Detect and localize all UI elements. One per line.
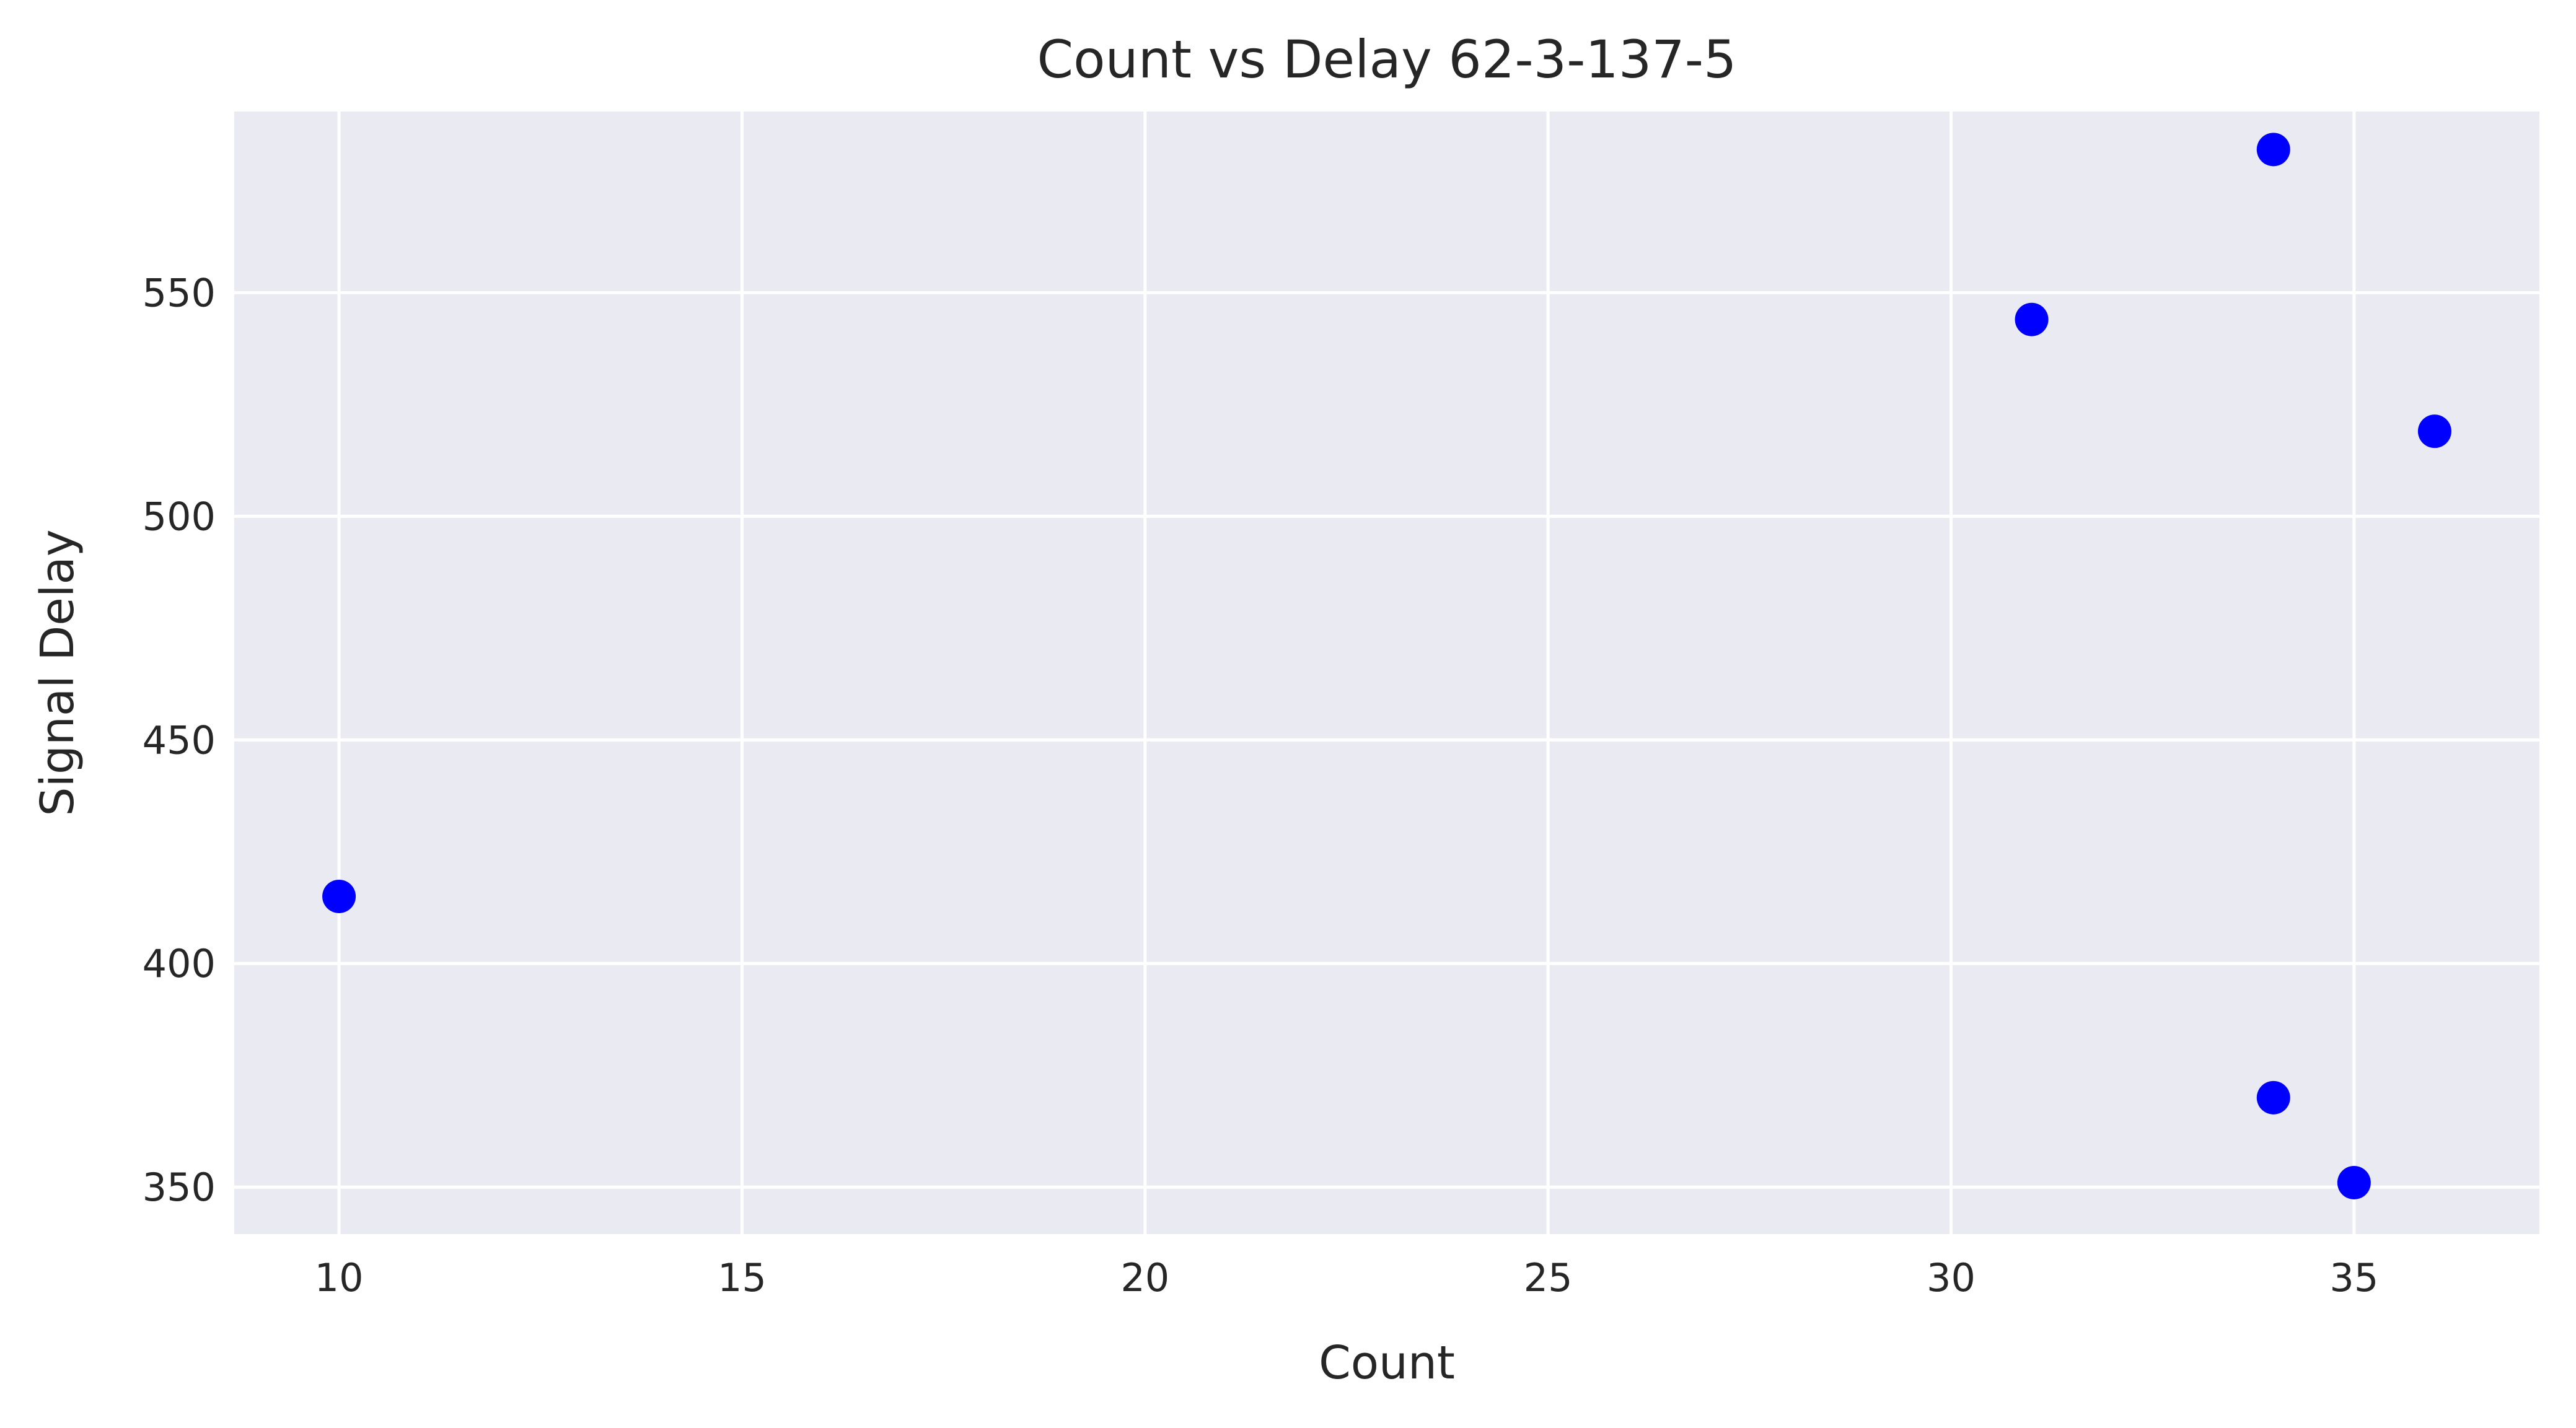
y-tick-label: 450 [143,717,216,763]
y-grid [234,291,2539,1189]
data-point [2256,133,2290,167]
y-tick-labels: 350 400 450 500 550 [143,270,216,1210]
chart-title: Count vs Delay 62-3-137-5 [1037,29,1737,90]
y-tick-label: 500 [143,494,216,539]
x-tick-label: 10 [315,1255,364,1300]
y-tick-label: 400 [143,941,216,986]
x-tick-label: 20 [1120,1255,1169,1300]
data-point [2337,1165,2371,1199]
data-point [2256,1080,2290,1115]
x-grid [337,112,2356,1234]
y-tick-label: 350 [143,1165,216,1210]
x-axis-label: Count [1319,1336,1455,1390]
x-tick-labels: 10 15 20 25 30 35 [315,1255,2379,1300]
data-point [322,879,356,913]
data-point [2417,414,2451,449]
y-tick-label: 550 [143,270,216,315]
data-points [322,133,2451,1199]
plot-area [234,112,2539,1234]
x-tick-label: 15 [718,1255,767,1300]
x-tick-label: 35 [2329,1255,2378,1300]
y-axis-label: Signal Delay [31,529,84,816]
data-point [2015,302,2049,336]
x-tick-label: 30 [1927,1255,1976,1300]
x-tick-label: 25 [1524,1255,1573,1300]
